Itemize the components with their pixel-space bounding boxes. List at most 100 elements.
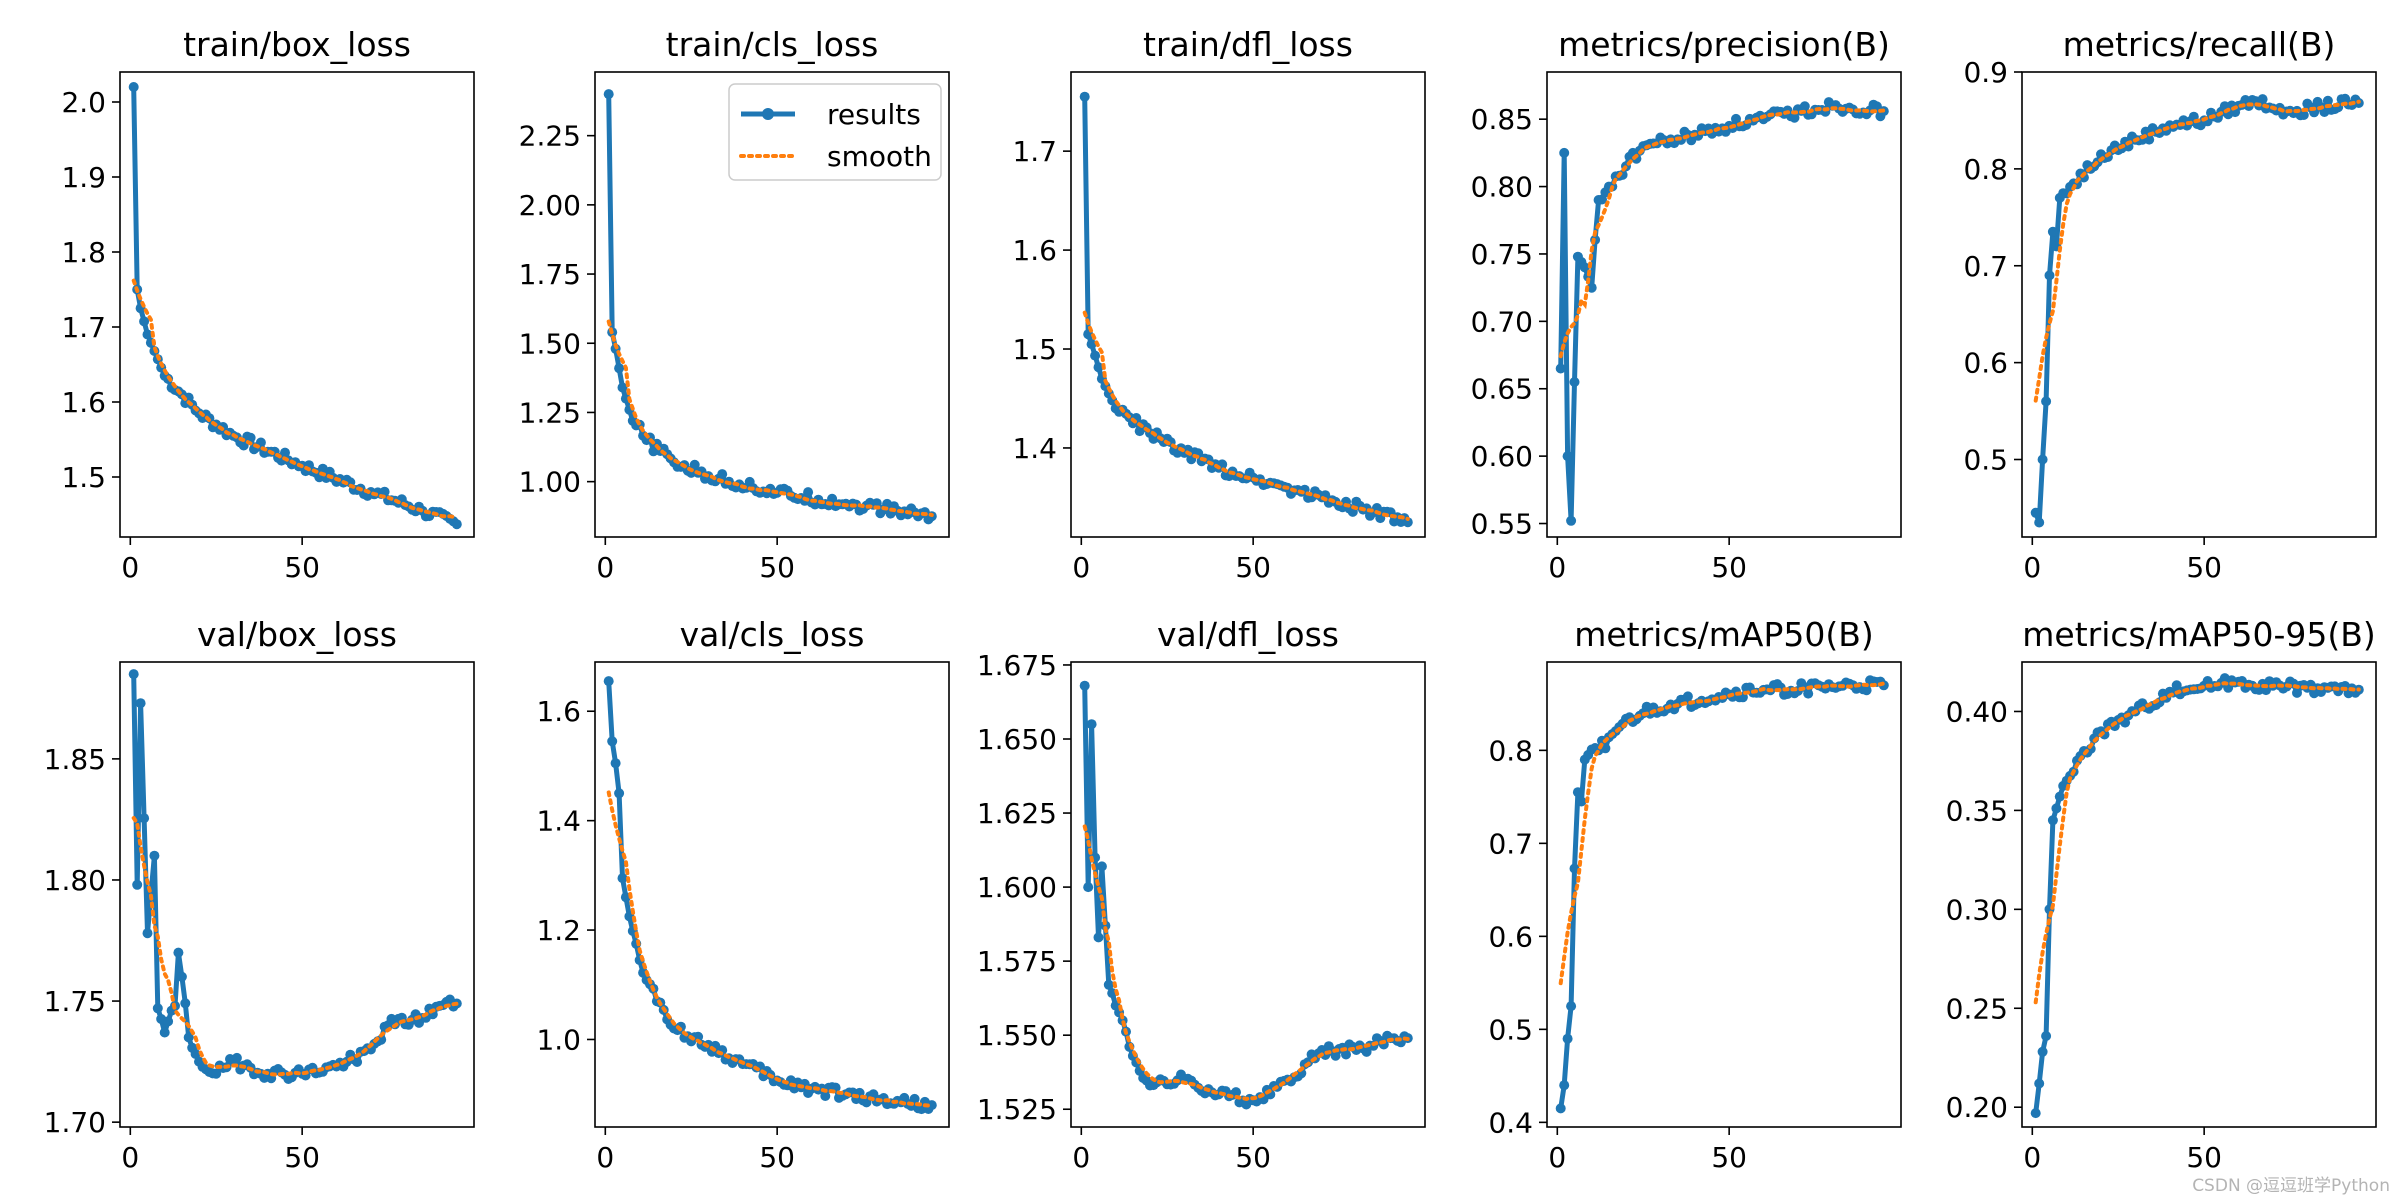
y-tick-label: 0.25: [1946, 992, 2008, 1025]
y-tick-label: 0.35: [1946, 794, 2008, 827]
x-tick-label: 0: [1072, 551, 1090, 584]
subplot-val-cls-loss: val/cls_loss 0 50 1.0 1.2 1.4 1.6: [536, 615, 950, 1174]
results-point: [1789, 112, 1800, 123]
results-point: [1090, 350, 1101, 361]
y-tick-label: 0.7: [1488, 827, 1533, 860]
axes-frame: [2021, 661, 2377, 1128]
results-point: [2041, 396, 2052, 407]
smooth-line: [2033, 99, 2361, 403]
results-point: [2051, 803, 2062, 814]
x-tick-label: 0: [1548, 551, 1566, 584]
y-tick-label: 1.8: [61, 236, 106, 269]
y-tick-label: 1.4: [536, 805, 581, 838]
results-point: [451, 519, 462, 530]
y-tick-label: 0.6: [1963, 347, 2008, 380]
results-point: [614, 363, 625, 374]
x-tick-label: 50: [2186, 1141, 2222, 1174]
smooth-line: [1082, 310, 1410, 521]
watermark: CSDN @逗逗班学Python: [2192, 1176, 2390, 1196]
y-tick-label: 0.75: [1471, 238, 1533, 271]
y-tick-label: 1.7: [61, 311, 106, 344]
results-point: [820, 1091, 831, 1101]
results-point: [1579, 262, 1590, 273]
results-point: [1103, 979, 1114, 990]
smooth-line: [606, 319, 934, 517]
subplot-title: train/dfl_loss: [1143, 25, 1353, 64]
smooth-line: [1558, 106, 1886, 359]
y-tick-label: 0.55: [1471, 508, 1533, 541]
results-point: [152, 1003, 163, 1014]
results-point: [1086, 719, 1097, 730]
smooth-line: [131, 816, 459, 1077]
results-point: [2054, 791, 2065, 802]
axes-frame: [594, 661, 950, 1128]
subplot-train-box-loss: train/box_loss 0 50 1.5 1.6 1.7 1.8 1.9 2.0: [61, 25, 475, 584]
y-tick-label: 0.4: [1488, 1106, 1533, 1139]
axes-frame: [1070, 71, 1426, 538]
subplot-metrics-recall-b-: metrics/recall(B) 0 50 0.5 0.6 0.7 0.8 0.9: [1963, 25, 2377, 584]
results-point: [132, 879, 143, 890]
subplot-title: val/dfl_loss: [1157, 615, 1339, 654]
results-point: [231, 1052, 242, 1063]
smooth-line: [131, 278, 459, 520]
legend-results-marker: [762, 108, 774, 120]
results-point: [2041, 1031, 2052, 1041]
results-point: [1093, 932, 1104, 943]
y-tick-label: 1.50: [519, 327, 581, 360]
y-tick-label: 1.4: [1012, 432, 1057, 465]
results-point: [717, 469, 728, 480]
y-tick-label: 1.25: [519, 396, 581, 429]
results-point: [2030, 1108, 2041, 1119]
results-point: [2044, 270, 2055, 281]
results-point: [1079, 680, 1090, 691]
axes-frame: [594, 71, 950, 538]
results-point: [1566, 515, 1577, 526]
results-point: [614, 788, 625, 799]
x-tick-label: 0: [596, 1141, 614, 1174]
results-point: [1559, 1080, 1570, 1091]
y-tick-label: 0.8: [1963, 153, 2008, 186]
results-point: [2037, 1046, 2048, 1057]
results-point: [617, 873, 628, 884]
results-point: [610, 758, 621, 769]
subplot-title: metrics/precision(B): [1558, 25, 1890, 64]
x-tick-label: 0: [1072, 1141, 1090, 1174]
x-tick-label: 50: [284, 1141, 320, 1174]
x-tick-label: 50: [1235, 551, 1271, 584]
results-point: [1079, 91, 1090, 102]
y-tick-label: 1.550: [977, 1019, 1057, 1052]
results-line: [1558, 677, 1886, 1109]
x-tick-label: 50: [284, 551, 320, 584]
y-tick-label: 1.575: [977, 945, 1057, 978]
y-tick-label: 1.80: [44, 864, 106, 897]
legend-smooth-label: smooth: [827, 140, 932, 173]
results-point: [1562, 451, 1573, 462]
legend-results-label: results: [827, 98, 921, 131]
axes-frame: [1546, 661, 1902, 1128]
results-point: [1576, 796, 1587, 807]
subplot-title: val/cls_loss: [680, 615, 865, 654]
x-tick-label: 0: [596, 551, 614, 584]
y-tick-label: 1.0: [536, 1023, 581, 1056]
x-tick-label: 0: [121, 551, 139, 584]
results-point: [2037, 454, 2048, 465]
results-point: [139, 316, 150, 327]
y-tick-label: 1.650: [977, 723, 1057, 756]
results-point: [280, 447, 290, 458]
results-line: [606, 680, 934, 1112]
subplot-val-box-loss: val/box_loss 0 50 1.70 1.75 1.80 1.85: [44, 615, 475, 1174]
results-point: [1566, 1001, 1577, 1012]
axes-frame: [2021, 71, 2377, 538]
subplot-train-dfl-loss: train/dfl_loss 0 50 1.4 1.5 1.6 1.7: [1012, 25, 1426, 584]
results-point: [163, 1016, 174, 1027]
results-point: [2257, 94, 2268, 105]
results-point: [173, 947, 184, 958]
results-point: [1402, 517, 1413, 528]
results-point: [2030, 507, 2041, 518]
results-point: [603, 89, 614, 100]
y-tick-label: 1.6: [536, 695, 581, 728]
axes-frame: [1070, 661, 1426, 1128]
x-tick-label: 50: [759, 551, 795, 584]
results-point: [190, 1049, 201, 1059]
